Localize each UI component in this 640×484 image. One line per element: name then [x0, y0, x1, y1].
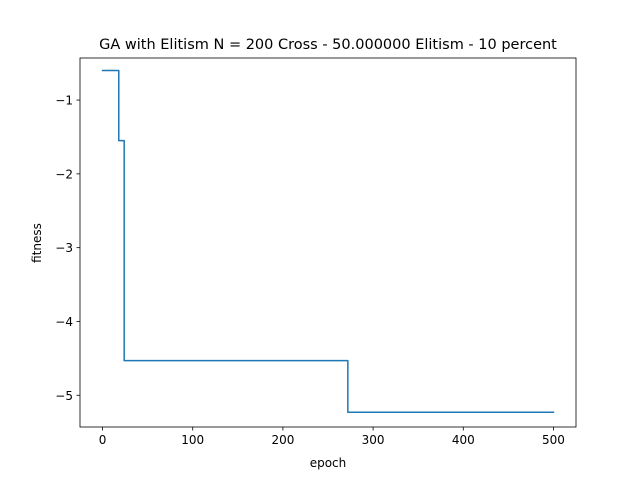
x-axis-label: epoch [310, 456, 347, 470]
x-tick-label: 200 [271, 433, 294, 447]
x-tick-label: 300 [362, 433, 385, 447]
y-axis-label: fitness [30, 223, 44, 263]
y-tick-label: −1 [55, 94, 73, 108]
x-tick-label: 100 [181, 433, 204, 447]
y-tick-label: −5 [55, 389, 73, 403]
chart-title: GA with Elitism N = 200 Cross - 50.00000… [99, 37, 557, 53]
series-line-0 [101, 69, 555, 413]
y-tick-label: −2 [55, 167, 73, 181]
x-tick-label: 500 [542, 433, 565, 447]
axes-frame [79, 57, 577, 428]
x-tick-label: 400 [452, 433, 475, 447]
y-tick-label: −3 [55, 241, 73, 255]
y-tick-label: −4 [55, 315, 73, 329]
plot-area: 0 100 200 300 400 500 −5 −4 −3 −2 −1 [55, 57, 577, 447]
x-tick-label: 0 [99, 433, 107, 447]
